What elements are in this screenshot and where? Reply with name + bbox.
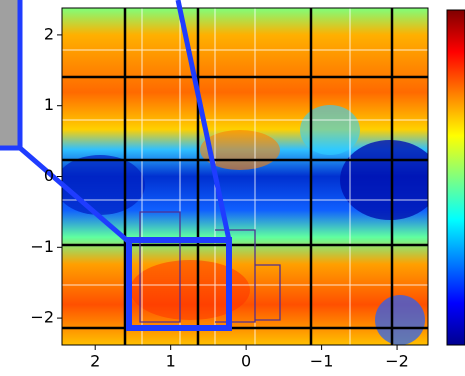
x-tick-label: −2: [385, 352, 409, 371]
heatmap-field: [55, 8, 440, 345]
y-tick-label: 1: [44, 95, 54, 114]
colorbar: [447, 10, 465, 345]
y-tick-label: 2: [44, 24, 54, 43]
x-tick-label: 1: [166, 352, 176, 371]
chart: 2 1 0 −1 −2 2 1 0 −1 −2: [0, 0, 465, 376]
y-tick-label: −2: [30, 308, 54, 327]
y-tick-label: −1: [30, 237, 54, 256]
y-tick-label: 0: [44, 166, 54, 185]
x-tick-label: −1: [310, 352, 334, 371]
x-tick-label: 2: [90, 352, 100, 371]
x-tick-label: 0: [241, 352, 251, 371]
